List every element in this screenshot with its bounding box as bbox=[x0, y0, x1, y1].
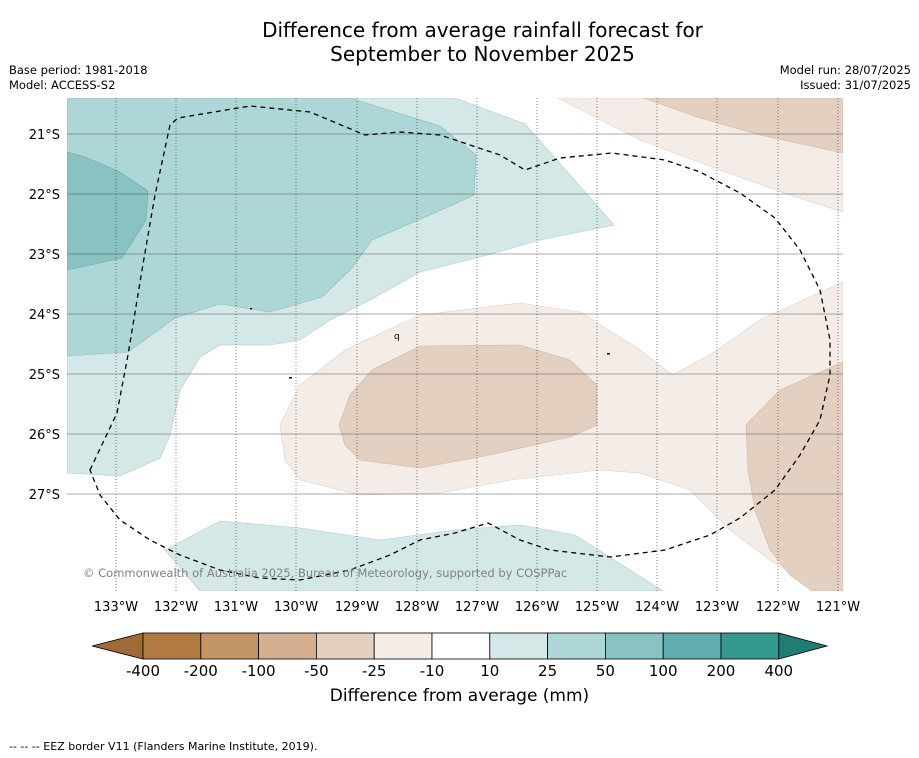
model-run: Model run: 28/07/2025 bbox=[779, 63, 911, 77]
longitude-tick-label: 131°W bbox=[214, 600, 258, 615]
colorbar-tick-label: 25 bbox=[538, 662, 557, 680]
colorbar-tick-label: -200 bbox=[184, 662, 218, 680]
longitude-tick-label: 133°W bbox=[94, 600, 138, 615]
colorbar-segment bbox=[431, 632, 491, 660]
wet-contour-25-50 bbox=[67, 98, 477, 357]
eez-border bbox=[89, 105, 831, 581]
colorbar-tick-label: -25 bbox=[362, 662, 387, 680]
longitude-tick-label: 128°W bbox=[395, 600, 439, 615]
colorbar-tick-label: 200 bbox=[707, 662, 736, 680]
map-marker-label: q bbox=[394, 332, 400, 342]
colorbar-extend-low bbox=[91, 632, 144, 660]
colorbar-tick-label: -400 bbox=[126, 662, 160, 680]
colorbar-segment bbox=[315, 632, 375, 660]
colorbar: -400 -200 -100 -50 -25 -10 10 25 50 100 200 400 bbox=[91, 632, 829, 680]
copyright-notice: © Commonwealth of Australia 2025, Bureau… bbox=[83, 566, 567, 580]
latitude-tick-label: 23°S bbox=[29, 248, 60, 263]
map-mark-dot bbox=[250, 308, 252, 310]
wet-contour-10-25-south bbox=[164, 520, 664, 591]
base-period: Base period: 1981-2018 bbox=[9, 63, 148, 77]
colorbar-segment bbox=[662, 632, 722, 660]
colorbar-segment bbox=[489, 632, 548, 660]
colorbar-tick-label: -10 bbox=[420, 662, 445, 680]
colorbar-tick-label: 50 bbox=[596, 662, 615, 680]
longitude-tick-label: 132°W bbox=[154, 600, 198, 615]
longitude-tick-label: 123°W bbox=[695, 600, 739, 615]
colorbar-tick-label: -100 bbox=[242, 662, 276, 680]
dry-contour-25-50-northeast bbox=[642, 98, 843, 154]
latitude-tick-label: 25°S bbox=[29, 368, 60, 383]
colorbar-tick-label: 400 bbox=[764, 662, 793, 680]
longitude-tick-label: 130°W bbox=[274, 600, 318, 615]
colorbar-extend-high bbox=[778, 632, 829, 660]
colorbar-segment bbox=[605, 632, 664, 660]
longitude-tick-label: 124°W bbox=[635, 600, 679, 615]
latitude-labels: 21°S 22°S 23°S 24°S 25°S 26°S 27°S bbox=[29, 128, 60, 503]
colorbar-segment bbox=[200, 632, 260, 660]
longitude-tick-label: 122°W bbox=[756, 600, 800, 615]
latitude-tick-label: 24°S bbox=[29, 308, 60, 323]
latitude-tick-label: 22°S bbox=[29, 188, 60, 203]
colorbar-segment bbox=[258, 632, 317, 660]
longitude-tick-label: 121°W bbox=[816, 600, 860, 615]
eez-footnote: -- -- -- EEZ border V11 (Flanders Marine… bbox=[9, 740, 318, 753]
model-name: Model: ACCESS-S2 bbox=[9, 78, 116, 92]
colorbar-segment bbox=[720, 632, 780, 660]
longitude-tick-label: 129°W bbox=[335, 600, 379, 615]
title-line-1: Difference from average rainfall forecas… bbox=[262, 18, 703, 42]
longitude-tick-label: 127°W bbox=[455, 600, 499, 615]
issued-date: Issued: 31/07/2025 bbox=[800, 78, 911, 92]
colorbar-tick-label: 10 bbox=[480, 662, 499, 680]
latitude-tick-label: 27°S bbox=[29, 488, 60, 503]
map-plot: q © Commonwealth of Australia 2025, Bure… bbox=[67, 98, 843, 591]
colorbar-label: Difference from average (mm) bbox=[329, 686, 590, 706]
colorbar-segment bbox=[373, 632, 433, 660]
colorbar-tick-label: 100 bbox=[649, 662, 678, 680]
longitude-tick-label: 125°W bbox=[575, 600, 619, 615]
colorbar-segment bbox=[142, 632, 202, 660]
meta-left: Base period: 1981-2018 Model: ACCESS-S2 bbox=[9, 63, 148, 93]
colorbar-segment bbox=[547, 632, 606, 660]
title-line-2: September to November 2025 bbox=[330, 42, 635, 66]
graticule bbox=[67, 98, 843, 591]
longitude-labels: 133°W 132°W 131°W 130°W 129°W 128°W 127°W 126°W… bbox=[94, 600, 860, 615]
latitude-tick-label: 21°S bbox=[29, 128, 60, 143]
chart-title: Difference from average rainfall forecas… bbox=[0, 18, 919, 66]
dry-contour-25-50-east bbox=[745, 361, 843, 591]
colorbar-tick-label: -50 bbox=[304, 662, 329, 680]
meta-right: Model run: 28/07/2025 Issued: 31/07/2025 bbox=[780, 63, 911, 93]
map-mark-dot bbox=[289, 377, 292, 379]
latitude-tick-label: 26°S bbox=[29, 428, 60, 443]
map-mark-dot bbox=[607, 353, 610, 355]
wet-contour-50-100 bbox=[67, 151, 149, 271]
longitude-tick-label: 126°W bbox=[515, 600, 559, 615]
